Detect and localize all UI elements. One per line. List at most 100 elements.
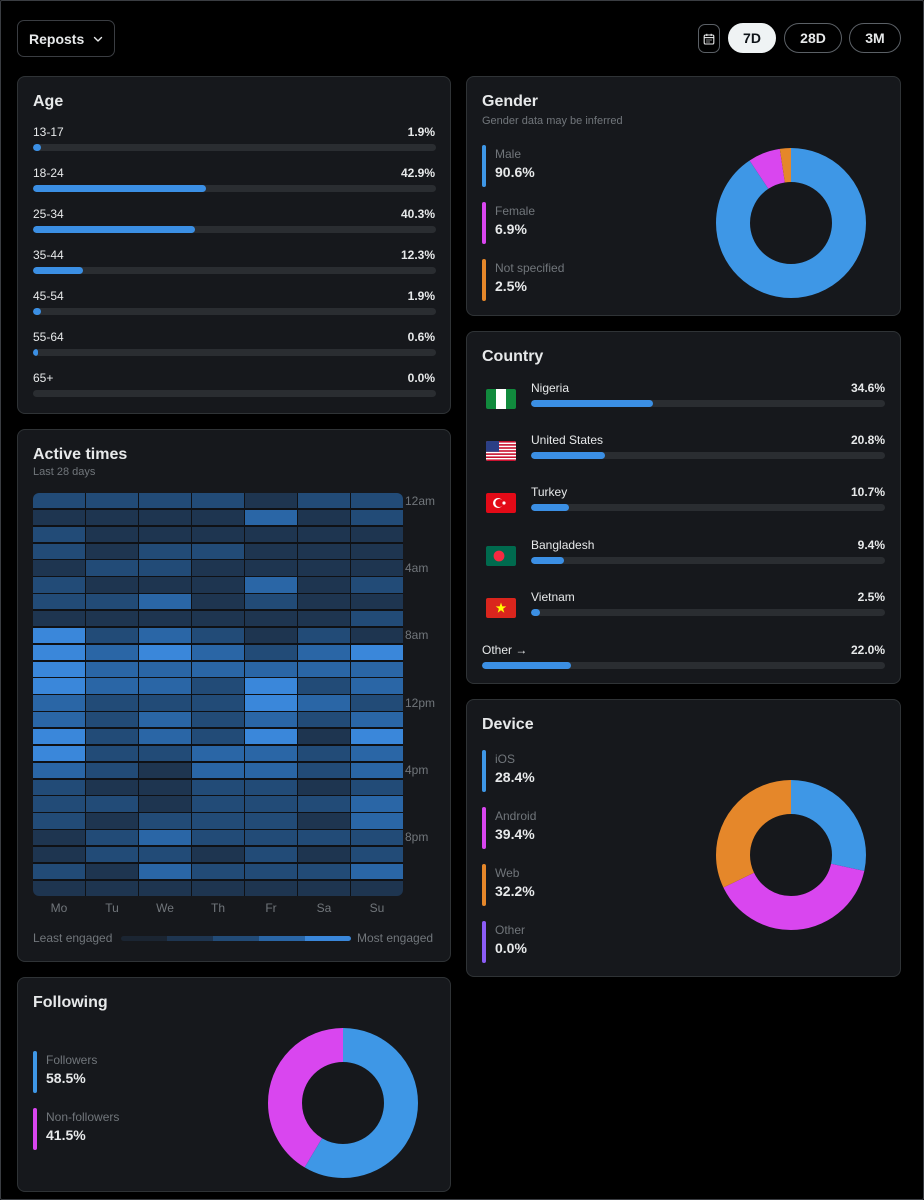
- legend-other-swatch: [482, 921, 486, 963]
- heatmap-cell-mo-h19: [33, 813, 85, 829]
- legend-android: Android 39.4%: [482, 807, 622, 851]
- country-other-fill: [482, 662, 571, 669]
- range-3m-button[interactable]: 3M: [849, 23, 901, 53]
- gender-card: Gender Gender data may be inferred Male …: [466, 76, 901, 316]
- legend-male-swatch: [482, 145, 486, 187]
- country-other-link[interactable]: Other →: [482, 643, 528, 657]
- heatmap-cell-fr-h1: [245, 509, 297, 526]
- calendar-button[interactable]: [698, 24, 720, 53]
- time-label-12am: 12am: [405, 494, 436, 508]
- age-title: Age: [33, 93, 64, 110]
- metric-dropdown[interactable]: Reposts: [17, 20, 115, 57]
- heatmap-cell-th-h3: [192, 543, 244, 559]
- age-65-label: 65+: [33, 371, 54, 385]
- heatmap-cell-tu-h19: [86, 813, 138, 829]
- country-bangladesh-label: Bangladesh: [531, 538, 595, 552]
- legend-female-label: Female: [495, 204, 536, 218]
- heatmap-cell-sa-h11: [298, 678, 350, 694]
- heatmap-cell-we-h14: [139, 728, 191, 745]
- heatmap-cell-we-h1: [139, 509, 191, 526]
- range-28d-button[interactable]: 28D: [784, 23, 842, 53]
- age-35-44-fill: [33, 267, 83, 274]
- heatmap-cell-sa-h9: [298, 644, 350, 661]
- heatmap-cell-sa-h16: [298, 762, 350, 778]
- age-45-54-value: 1.9%: [407, 289, 435, 303]
- heatmap-cell-we-h20: [139, 830, 191, 846]
- active-times-card: Active times Last 28 days 12am 4am 8am 1…: [17, 429, 451, 962]
- gender-donut-chart: [716, 148, 866, 298]
- heatmap-cell-tu-h5: [86, 577, 138, 593]
- time-label-8pm: 8pm: [405, 830, 429, 844]
- heatmap-cell-tu-h9: [86, 644, 138, 661]
- heatmap-cell-mo-h20: [33, 830, 85, 846]
- gender-slice-not-specified: [716, 148, 866, 298]
- heatmap-cell-su-h10: [351, 661, 403, 677]
- legend-ios-swatch: [482, 750, 486, 792]
- heatmap-cell-th-h22: [192, 863, 244, 880]
- heatmap-cell-th-h21: [192, 846, 244, 863]
- heatmap-cell-sa-h2: [298, 526, 350, 543]
- legend-other-value: 0.0%: [495, 940, 527, 956]
- heatmap-cell-sa-h12: [298, 695, 350, 711]
- heatmap-cell-tu-h21: [86, 846, 138, 863]
- heatmap-cell-we-h18: [139, 796, 191, 812]
- heatmap-cell-su-h8: [351, 627, 403, 644]
- heatmap-cell-we-h2: [139, 526, 191, 543]
- time-label-4am: 4am: [405, 561, 429, 575]
- legend-not-specified-swatch: [482, 259, 486, 301]
- heatmap-cell-fr-h14: [245, 728, 297, 745]
- heatmap-cell-mo-h15: [33, 745, 85, 762]
- engagement-scale-step-0: [121, 936, 167, 941]
- device-title: Device: [482, 716, 534, 733]
- heatmap-cell-th-h0: [192, 493, 244, 509]
- heatmap-cell-sa-h22: [298, 863, 350, 880]
- heatmap-cell-fr-h5: [245, 577, 297, 593]
- legend-male-value: 90.6%: [495, 164, 535, 180]
- gender-slice-male: [716, 148, 866, 298]
- legend-female-swatch: [482, 202, 486, 244]
- legend-not-specified: Not specified 2.5%: [482, 259, 622, 303]
- heatmap-cell-su-h9: [351, 644, 403, 661]
- time-label-4pm: 4pm: [405, 763, 429, 777]
- heatmap-cell-we-h22: [139, 863, 191, 880]
- heatmap-cell-mo-h3: [33, 543, 85, 559]
- heatmap-cell-su-h20: [351, 830, 403, 846]
- range-7d-button[interactable]: 7D: [728, 23, 776, 53]
- heatmap-cell-su-h22: [351, 863, 403, 880]
- heatmap-cell-fr-h23: [245, 880, 297, 896]
- heatmap-cell-we-h10: [139, 661, 191, 677]
- age-18-24-value: 42.9%: [400, 166, 435, 180]
- heatmap-cell-th-h19: [192, 813, 244, 829]
- heatmap-cell-th-h7: [192, 610, 244, 627]
- heatmap-cell-mo-h11: [33, 678, 85, 694]
- heatmap-cell-tu-h23: [86, 880, 138, 896]
- country-other-value: 22.0%: [850, 643, 885, 657]
- heatmap-cell-mo-h18: [33, 796, 85, 812]
- legend-followers-swatch: [33, 1051, 37, 1093]
- age-card: Age 13-17 1.9% 18-24 42.9% 25-34 40.3% 35-44 12…: [17, 76, 451, 414]
- legend-not-specified-label: Not specified: [495, 261, 565, 275]
- heatmap-cell-su-h18: [351, 796, 403, 812]
- heatmap-cell-sa-h17: [298, 779, 350, 795]
- legend-female-value: 6.9%: [495, 221, 527, 237]
- heatmap-cell-tu-h13: [86, 712, 138, 728]
- legend-ios-label: iOS: [495, 752, 516, 766]
- engagement-scale-step-2: [213, 936, 259, 941]
- heatmap-cell-tu-h10: [86, 661, 138, 677]
- heatmap-cell-tu-h18: [86, 796, 138, 812]
- country-vietnam-track: [531, 609, 885, 616]
- united-states-flag-icon: [486, 441, 516, 461]
- heatmap-cell-we-h13: [139, 712, 191, 728]
- heatmap-cell-we-h3: [139, 543, 191, 559]
- heatmap-cell-fr-h10: [245, 661, 297, 677]
- heatmap-cell-tu-h20: [86, 830, 138, 846]
- heatmap-cell-fr-h12: [245, 695, 297, 711]
- heatmap-cell-sa-h5: [298, 577, 350, 593]
- heatmap-cell-we-h23: [139, 880, 191, 896]
- following-donut-chart: [268, 1028, 418, 1178]
- legend-web: Web 32.2%: [482, 864, 622, 908]
- legend-least-engaged: Least engaged: [33, 931, 113, 945]
- country-vietnam-label: Vietnam: [531, 590, 575, 604]
- age-35-44-label: 35-44: [33, 248, 64, 262]
- legend-male-label: Male: [495, 147, 522, 161]
